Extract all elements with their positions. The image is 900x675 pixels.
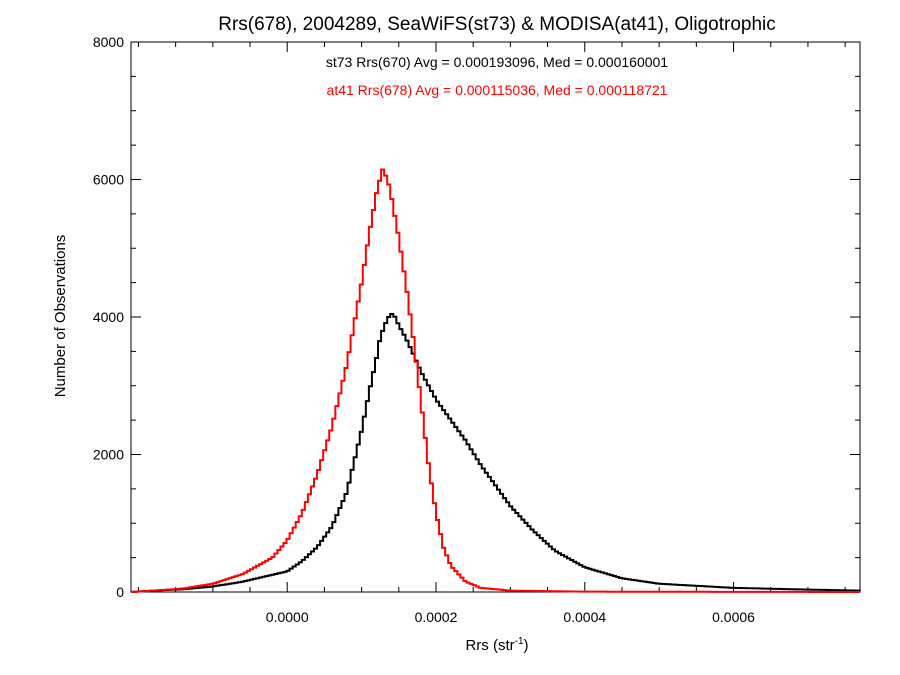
- series-at41-line: [131, 168, 860, 593]
- x-tick-label: 0.0006: [712, 609, 755, 625]
- x-axis-label: Rrs (str-1): [465, 636, 528, 654]
- legend-entry-st73: st73 Rrs(670) Avg = 0.000193096, Med = 0…: [326, 54, 668, 70]
- x-axis-label-close: ): [524, 637, 529, 654]
- series-layer: [131, 168, 861, 593]
- legend-entry-at41: at41 Rrs(678) Avg = 0.000115036, Med = 0…: [327, 82, 668, 98]
- series-st73-line: [131, 312, 861, 593]
- x-tick-label: 0.0002: [415, 609, 458, 625]
- x-axis-label-sup: -1: [515, 636, 524, 647]
- y-axis-ticks: 0 2000 4000 6000 8000: [93, 34, 860, 600]
- chart-title: Rrs(678), 2004289, SeaWiFS(st73) & MODIS…: [218, 14, 776, 35]
- y-axis-label: Number of Observations: [52, 235, 69, 398]
- y-tick-label: 6000: [93, 172, 124, 188]
- y-tick-label: 8000: [93, 34, 124, 50]
- y-tick-label: 0: [116, 584, 124, 600]
- x-tick-label: 0.0004: [563, 609, 606, 625]
- y-tick-label: 4000: [93, 309, 124, 325]
- x-tick-label: 0.0000: [266, 609, 309, 625]
- plot-frame: [130, 41, 861, 593]
- y-tick-label: 2000: [93, 447, 124, 463]
- x-axis-ticks: 0.0000 0.0002 0.0004 0.0006: [137, 42, 846, 625]
- x-axis-label-base: Rrs (str: [465, 637, 514, 654]
